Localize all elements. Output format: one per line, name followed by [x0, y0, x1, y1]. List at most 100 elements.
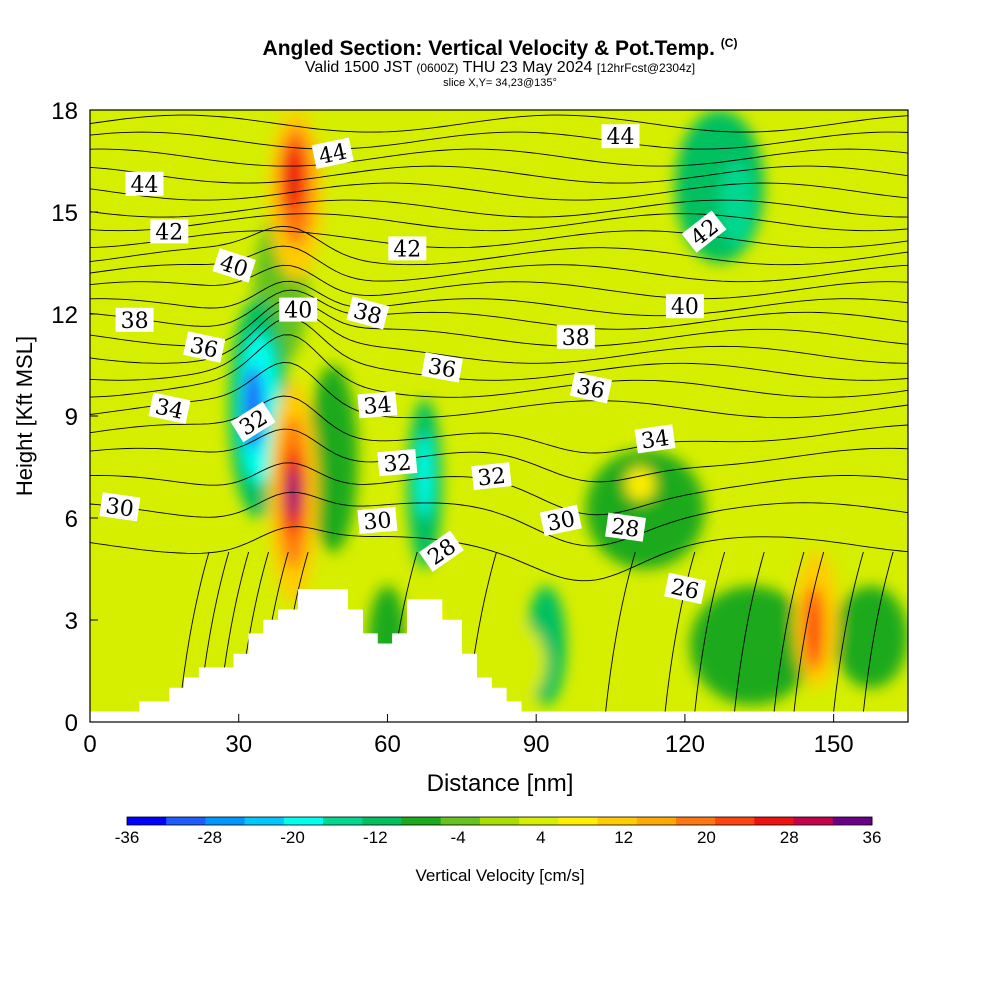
contour-label-text: 42	[155, 220, 183, 245]
x-axis: 0 30 60 90 120 150	[83, 714, 854, 758]
colorbar-swatch	[793, 817, 834, 825]
colorbar-swatch	[832, 817, 873, 825]
colorbar-swatch	[401, 817, 442, 825]
x-tick-label: 120	[665, 731, 705, 758]
isentrope-line	[664, 551, 696, 712]
contour-label-text: 32	[476, 464, 506, 492]
colorbar-swatch	[166, 817, 206, 825]
colorbar-swatch	[636, 817, 677, 825]
contour-label: 38	[556, 324, 595, 351]
colorbar-swatch	[479, 817, 520, 825]
isentrope-line	[90, 264, 908, 300]
contour-label-text: 44	[131, 173, 159, 198]
isentrope-line	[90, 148, 908, 167]
contour-label-box	[311, 137, 354, 169]
colorbar-swatch	[597, 817, 638, 825]
x-axis-label: Distance [nm]	[427, 770, 574, 797]
contour-label-box	[569, 372, 612, 404]
contour-label-text: 34	[640, 426, 671, 455]
contour-label-text: 34	[363, 393, 393, 420]
contour-label-text: 30	[363, 508, 393, 535]
contour-label-box	[539, 504, 582, 537]
x-tick-label: 150	[814, 731, 854, 758]
contour-label-text: 40	[284, 299, 312, 324]
contour-label-text: 34	[153, 395, 186, 425]
isentrope-line	[694, 551, 726, 712]
contour-label-text: 28	[610, 514, 641, 543]
isentrope-line	[793, 551, 825, 712]
contour-label-box	[357, 506, 398, 535]
contour-label: 30	[539, 504, 582, 537]
colorbar-swatch	[205, 817, 246, 825]
contour-label: 30	[357, 506, 398, 536]
contour-label-box	[212, 248, 256, 283]
contour-label-text: 26	[669, 575, 702, 605]
contour-label-text: 40	[671, 295, 699, 320]
contour-label: 44	[311, 137, 354, 170]
chart-title: Angled Section: Vertical Velocity & Pot.…	[0, 36, 1000, 61]
isentrope-line	[90, 361, 908, 419]
isentrope-line	[90, 306, 908, 364]
isentrope-line	[90, 491, 908, 547]
velocity-cell	[689, 586, 814, 705]
y-axis-label: Height [Kft MSL]	[12, 336, 37, 496]
contour-label: 34	[634, 424, 676, 455]
colorbar-tick-label: 20	[697, 828, 716, 847]
contour-label-box	[421, 352, 463, 383]
contour-label-text: 30	[545, 507, 578, 537]
colorbar-tick-label: 28	[780, 828, 799, 847]
isentrope-line	[90, 230, 908, 249]
colorbar-swatch	[362, 817, 402, 825]
contour-label-text: 42	[393, 237, 421, 262]
subtitle-valid-time: Valid 1500 JST	[304, 59, 412, 76]
contour-label-box	[471, 462, 512, 491]
chart-subtitle: Valid 1500 JST (0600Z) THU 23 May 2024 […	[0, 59, 1000, 77]
velocity-cell	[833, 586, 908, 688]
contour-label-box	[634, 424, 676, 454]
contour-label-text: 32	[382, 450, 412, 477]
contour-label: 36	[421, 352, 463, 384]
subtitle-date: THU 23 May 2024	[462, 59, 593, 76]
contour-label-text: 30	[104, 494, 135, 523]
y-tick-label: 0	[65, 710, 78, 737]
isentrope-line	[90, 289, 908, 330]
isentrope-line	[90, 131, 908, 150]
isentrope-line	[90, 395, 908, 454]
contour-label-box	[556, 324, 595, 349]
contour-label: 40	[665, 294, 704, 320]
colorbar-swatch	[558, 817, 599, 825]
contour-label: 42	[388, 236, 427, 262]
x-tick-label: 30	[225, 731, 252, 758]
contour-label-box	[346, 296, 390, 330]
contour-label-box	[230, 401, 276, 443]
velocity-cell	[585, 450, 705, 569]
contour-label: 38	[346, 296, 390, 330]
contour-label: 44	[125, 171, 164, 198]
contour-label-box	[681, 210, 727, 253]
isentrope-line	[90, 334, 908, 398]
chart-title-text: Angled Section: Vertical Velocity & Pot.…	[262, 37, 715, 60]
velocity-cell	[476, 620, 547, 705]
colorbar-swatch	[283, 817, 324, 825]
contour-label-text: 44	[317, 140, 350, 170]
colorbar-swatch	[244, 817, 285, 825]
contour-label: 28	[605, 512, 647, 543]
colorbar-swatch	[519, 817, 559, 825]
x-tick-label: 0	[83, 731, 96, 758]
contour-label-box	[150, 219, 189, 244]
velocity-cell	[694, 331, 908, 416]
subtitle-utc: (0600Z)	[416, 61, 459, 75]
contour-label: 26	[664, 572, 707, 605]
contour-label-box	[183, 331, 226, 363]
velocity-cell	[803, 586, 824, 671]
y-tick-label: 3	[65, 608, 78, 635]
contour-label: 32	[471, 462, 512, 492]
x-tick-label: 90	[523, 731, 550, 758]
isentrope-line	[773, 551, 805, 712]
y-tick-label: 6	[65, 506, 78, 533]
contour-label-box	[115, 307, 154, 332]
contour-label-text: 36	[574, 374, 607, 404]
isentrope-line	[90, 428, 908, 483]
